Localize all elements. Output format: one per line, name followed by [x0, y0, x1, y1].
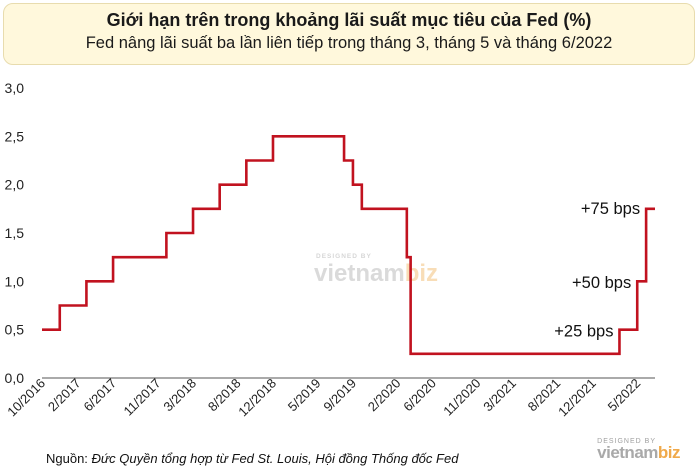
watermark-center: DESIGNED BY vietnambiz [314, 253, 438, 287]
watermark-bottom-designed: DESIGNED BY [597, 438, 656, 445]
annotation-label: +25 bps [554, 322, 613, 340]
watermark-bottom: DESIGNED BY vietnambiz [597, 438, 680, 463]
watermark-designed-text: DESIGNED BY [316, 253, 372, 260]
watermark-bottom-brand-accent: biz [657, 443, 681, 462]
x-tick-label: 6/2017 [80, 376, 119, 415]
y-tick-label: 2,0 [5, 177, 25, 193]
x-tick-label: 2/2020 [365, 376, 404, 415]
source-note: Nguồn: Đức Quyền tổng hợp từ Fed St. Lou… [46, 451, 458, 466]
watermark-brand-text: vietnambiz [314, 260, 438, 287]
x-tick-label: 5/2019 [285, 376, 324, 415]
y-tick-label: 2,5 [5, 128, 25, 144]
watermark-bottom-brand: vietnambiz [597, 443, 680, 463]
y-axis: 0,0 0,5 1,0 1,5 2,0 2,5 3,0 [5, 80, 25, 386]
x-tick-label: 6/2020 [400, 376, 439, 415]
x-tick-label: 5/2022 [605, 376, 644, 415]
chart-header: Giới hạn trên trong khoảng lãi suất mục … [3, 3, 695, 65]
annotations: +75 bps +50 bps +25 bps [554, 200, 640, 341]
rate-line [42, 135, 655, 356]
y-tick-label: 0,5 [5, 322, 25, 338]
annotation-label: +75 bps [581, 200, 640, 218]
chart-subtitle: Fed nâng lãi suất ba lần liên tiếp trong… [85, 34, 613, 52]
x-tick-label: 3/2021 [480, 376, 519, 415]
x-tick-label: 11/2017 [120, 376, 163, 419]
chart-title: Giới hạn trên trong khoảng lãi suất mục … [106, 10, 592, 30]
y-tick-label: 0,0 [5, 370, 25, 386]
y-tick-label: 3,0 [5, 80, 25, 96]
y-tick-label: 1,0 [5, 273, 25, 289]
source-text: Đức Quyền tổng hợp từ Fed St. Louis, Hội… [91, 451, 459, 466]
x-tick-label: 12/2021 [555, 376, 599, 420]
annotation-label: +50 bps [572, 274, 631, 292]
x-tick-label: 12/2018 [235, 376, 279, 420]
source-prefix: Nguồn: [46, 451, 92, 466]
watermark-brand-main: vietnam [314, 260, 405, 287]
x-tick-label: 11/2020 [440, 376, 483, 419]
series-group [42, 135, 655, 356]
watermark-bottom-brand-main: vietnam [597, 443, 658, 462]
x-tick-label: 3/2018 [160, 376, 199, 415]
x-tick-label: 9/2019 [320, 376, 359, 415]
x-tick-label: 2/2017 [45, 376, 84, 415]
y-tick-label: 1,5 [5, 225, 25, 241]
